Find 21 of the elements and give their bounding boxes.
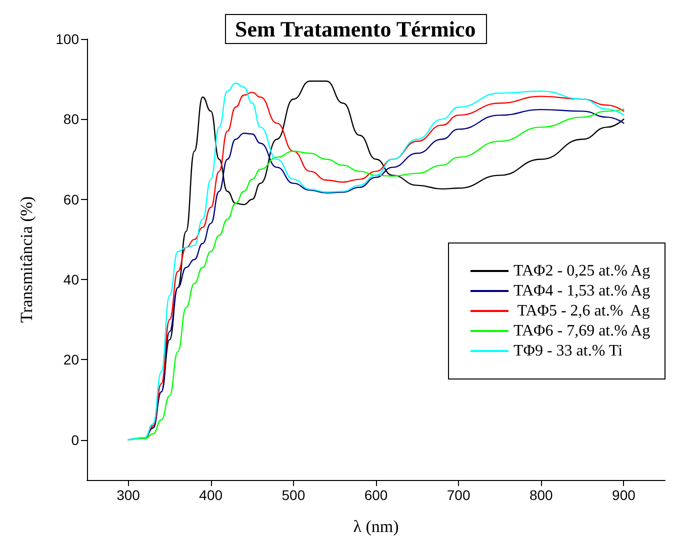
x-tick-label: 400 bbox=[199, 487, 223, 503]
legend-label: TAΦ5 - 2,6 at.% Ag bbox=[514, 302, 650, 320]
x-tick-label: 300 bbox=[116, 487, 140, 503]
x-tick-label: 700 bbox=[446, 487, 470, 503]
y-tick-label: 80 bbox=[63, 111, 80, 128]
x-tick-label: 600 bbox=[364, 487, 388, 503]
y-axis-title: Transmitância (%) bbox=[17, 196, 36, 323]
y-tick-label: 20 bbox=[63, 352, 80, 368]
y-tick-label: 0 bbox=[71, 432, 80, 448]
legend-label: TAΦ6 - 7,69 at.% Ag bbox=[514, 322, 650, 340]
y-tick-label: 60 bbox=[63, 191, 80, 208]
y-tick-label: 100 bbox=[56, 31, 80, 47]
x-tick-label: 900 bbox=[612, 487, 636, 503]
chart-title: Sem Tratamento Térmico bbox=[235, 16, 476, 42]
legend-label: TAΦ2 - 0,25 at.% Ag bbox=[514, 262, 650, 280]
legend-label: TΦ9 - 33 at.% Ti bbox=[514, 342, 624, 360]
x-tick-label: 500 bbox=[282, 487, 306, 503]
y-tick-label: 40 bbox=[63, 272, 80, 288]
x-axis-title: λ (nm) bbox=[353, 517, 399, 536]
legend-label: TAΦ4 - 1,53 at.% Ag bbox=[514, 282, 650, 300]
x-tick-label: 800 bbox=[529, 487, 554, 503]
